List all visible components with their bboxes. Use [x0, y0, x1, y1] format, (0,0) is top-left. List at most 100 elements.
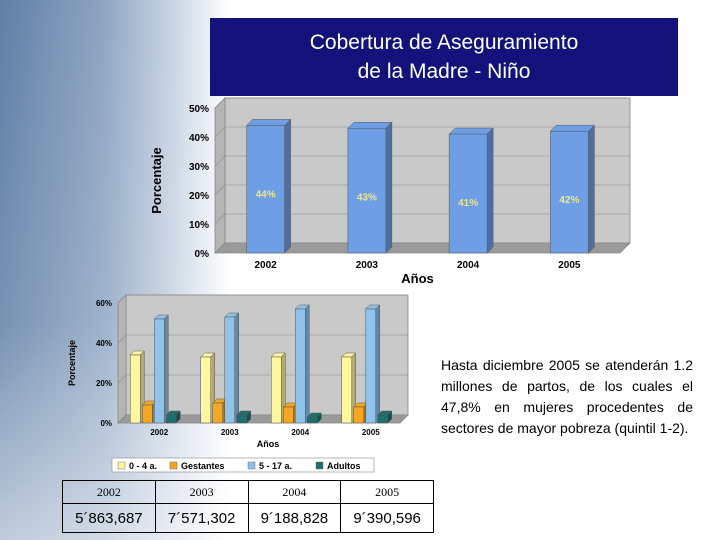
legend-box	[111, 457, 375, 473]
y-tick-label: 20%	[96, 379, 112, 388]
x-tick-label: 2005	[362, 428, 380, 437]
bar	[165, 410, 181, 424]
gridline	[117, 334, 408, 344]
table-year: 2003	[154, 480, 249, 504]
legend-swatch	[117, 461, 126, 470]
x-tick-label: 2002	[255, 260, 278, 271]
bar	[341, 352, 357, 424]
gridline	[117, 294, 408, 304]
bar-front	[347, 128, 387, 254]
gridline	[214, 184, 630, 196]
data-label: 42%	[559, 195, 579, 206]
table-year: 2004	[247, 480, 342, 504]
table-value-row: 5´863,687 7´571,302 9´188,828 9´390,596	[62, 503, 434, 533]
bar-front	[295, 308, 306, 424]
bar-side	[164, 314, 169, 424]
table-value: 5´863,687	[62, 503, 156, 533]
x-axis-label: Años	[257, 439, 280, 449]
legend-swatch	[169, 461, 178, 470]
x-axis-label: Años	[401, 271, 434, 286]
y-tick-label: 10%	[189, 220, 209, 231]
bar-front	[212, 402, 223, 424]
gridline	[214, 126, 630, 138]
x-tick-label: 2003	[221, 428, 239, 437]
x-tick-label: 2004	[291, 428, 309, 437]
bar-front	[154, 318, 165, 424]
data-label: 44%	[256, 189, 276, 200]
bar	[347, 121, 393, 254]
x-tick-label: 2005	[558, 260, 581, 271]
y-tick-label: 30%	[189, 162, 209, 173]
x-tick-label: 2002	[150, 428, 168, 437]
population-table: 2002 2003 2004 2005 5´863,687 7´571,302 …	[62, 480, 434, 533]
legend-item: 0 - 4 a.	[117, 461, 157, 471]
bar	[294, 304, 310, 424]
y-tick-label: 40%	[189, 133, 209, 144]
bar-side	[305, 304, 310, 424]
y-axis-label: Porcentaje	[67, 340, 77, 386]
legend: 0 - 4 a. Gestantes 5 - 17 a. Adultos	[111, 457, 375, 473]
bar-front	[448, 133, 488, 254]
bar	[236, 410, 252, 424]
legend-label: 0 - 4 a.	[129, 461, 157, 471]
y-tick-label: 0%	[195, 249, 210, 260]
bar-front	[271, 356, 282, 424]
plot-back-wall	[125, 294, 409, 416]
gridline	[214, 242, 630, 254]
legend-item: Adultos	[315, 461, 361, 471]
y-tick-label: 50%	[189, 104, 209, 115]
legend-label: Adultos	[327, 461, 361, 471]
bar-front	[200, 356, 211, 424]
table-value: 7´571,302	[154, 503, 249, 533]
x-tick-label: 2004	[457, 260, 480, 271]
gridline	[214, 97, 630, 109]
bar	[224, 312, 240, 424]
title-line-1: Cobertura de Aseguramiento	[309, 31, 579, 54]
legend-swatch	[315, 461, 324, 470]
legend-label: Gestantes	[181, 461, 225, 471]
gridline	[214, 213, 630, 225]
legend-swatch	[247, 461, 256, 470]
bar-front	[246, 125, 285, 254]
bar	[549, 124, 595, 254]
bar	[365, 304, 381, 424]
bar	[448, 127, 494, 254]
bar-front	[130, 354, 141, 424]
title-line-2: de la Madre - Niño	[357, 60, 531, 83]
bar-front	[341, 356, 352, 424]
bar-front	[224, 316, 235, 424]
coverage-note: Hasta diciembre 2005 se atenderán 1.2 mi…	[441, 357, 693, 436]
bar-side	[375, 304, 380, 424]
slide-title: Cobertura de Aseguramiento de la Madre -…	[210, 18, 678, 96]
legend-item: 5 - 17 a.	[247, 461, 292, 471]
legend-item: Gestantes	[169, 461, 225, 471]
x-tick-label: 2003	[356, 260, 379, 271]
bar-front	[377, 414, 388, 424]
bar-front	[283, 406, 294, 424]
data-label: 41%	[458, 198, 478, 209]
table-value: 9´188,828	[247, 503, 342, 533]
y-tick-label: 0%	[100, 419, 112, 428]
bar	[377, 410, 393, 424]
bar	[306, 412, 322, 424]
data-label: 43%	[357, 192, 377, 203]
bar	[246, 118, 292, 254]
gridline	[117, 374, 408, 384]
bar-front	[353, 406, 364, 424]
bar-front	[236, 414, 247, 424]
bar-front	[550, 130, 589, 254]
bar-front	[365, 308, 376, 424]
table-year: 2005	[340, 480, 434, 504]
y-tick-label: 40%	[96, 339, 112, 348]
table-header-row: 2002 2003 2004 2005	[62, 480, 434, 504]
bar-side	[234, 312, 239, 424]
plot-side-wall	[117, 294, 127, 424]
y-tick-label: 20%	[189, 191, 209, 202]
legend-label: 5 - 17 a.	[259, 461, 292, 471]
gridline	[214, 155, 630, 167]
table-year: 2002	[62, 480, 156, 504]
bar-front	[307, 416, 318, 424]
bar	[153, 314, 169, 424]
